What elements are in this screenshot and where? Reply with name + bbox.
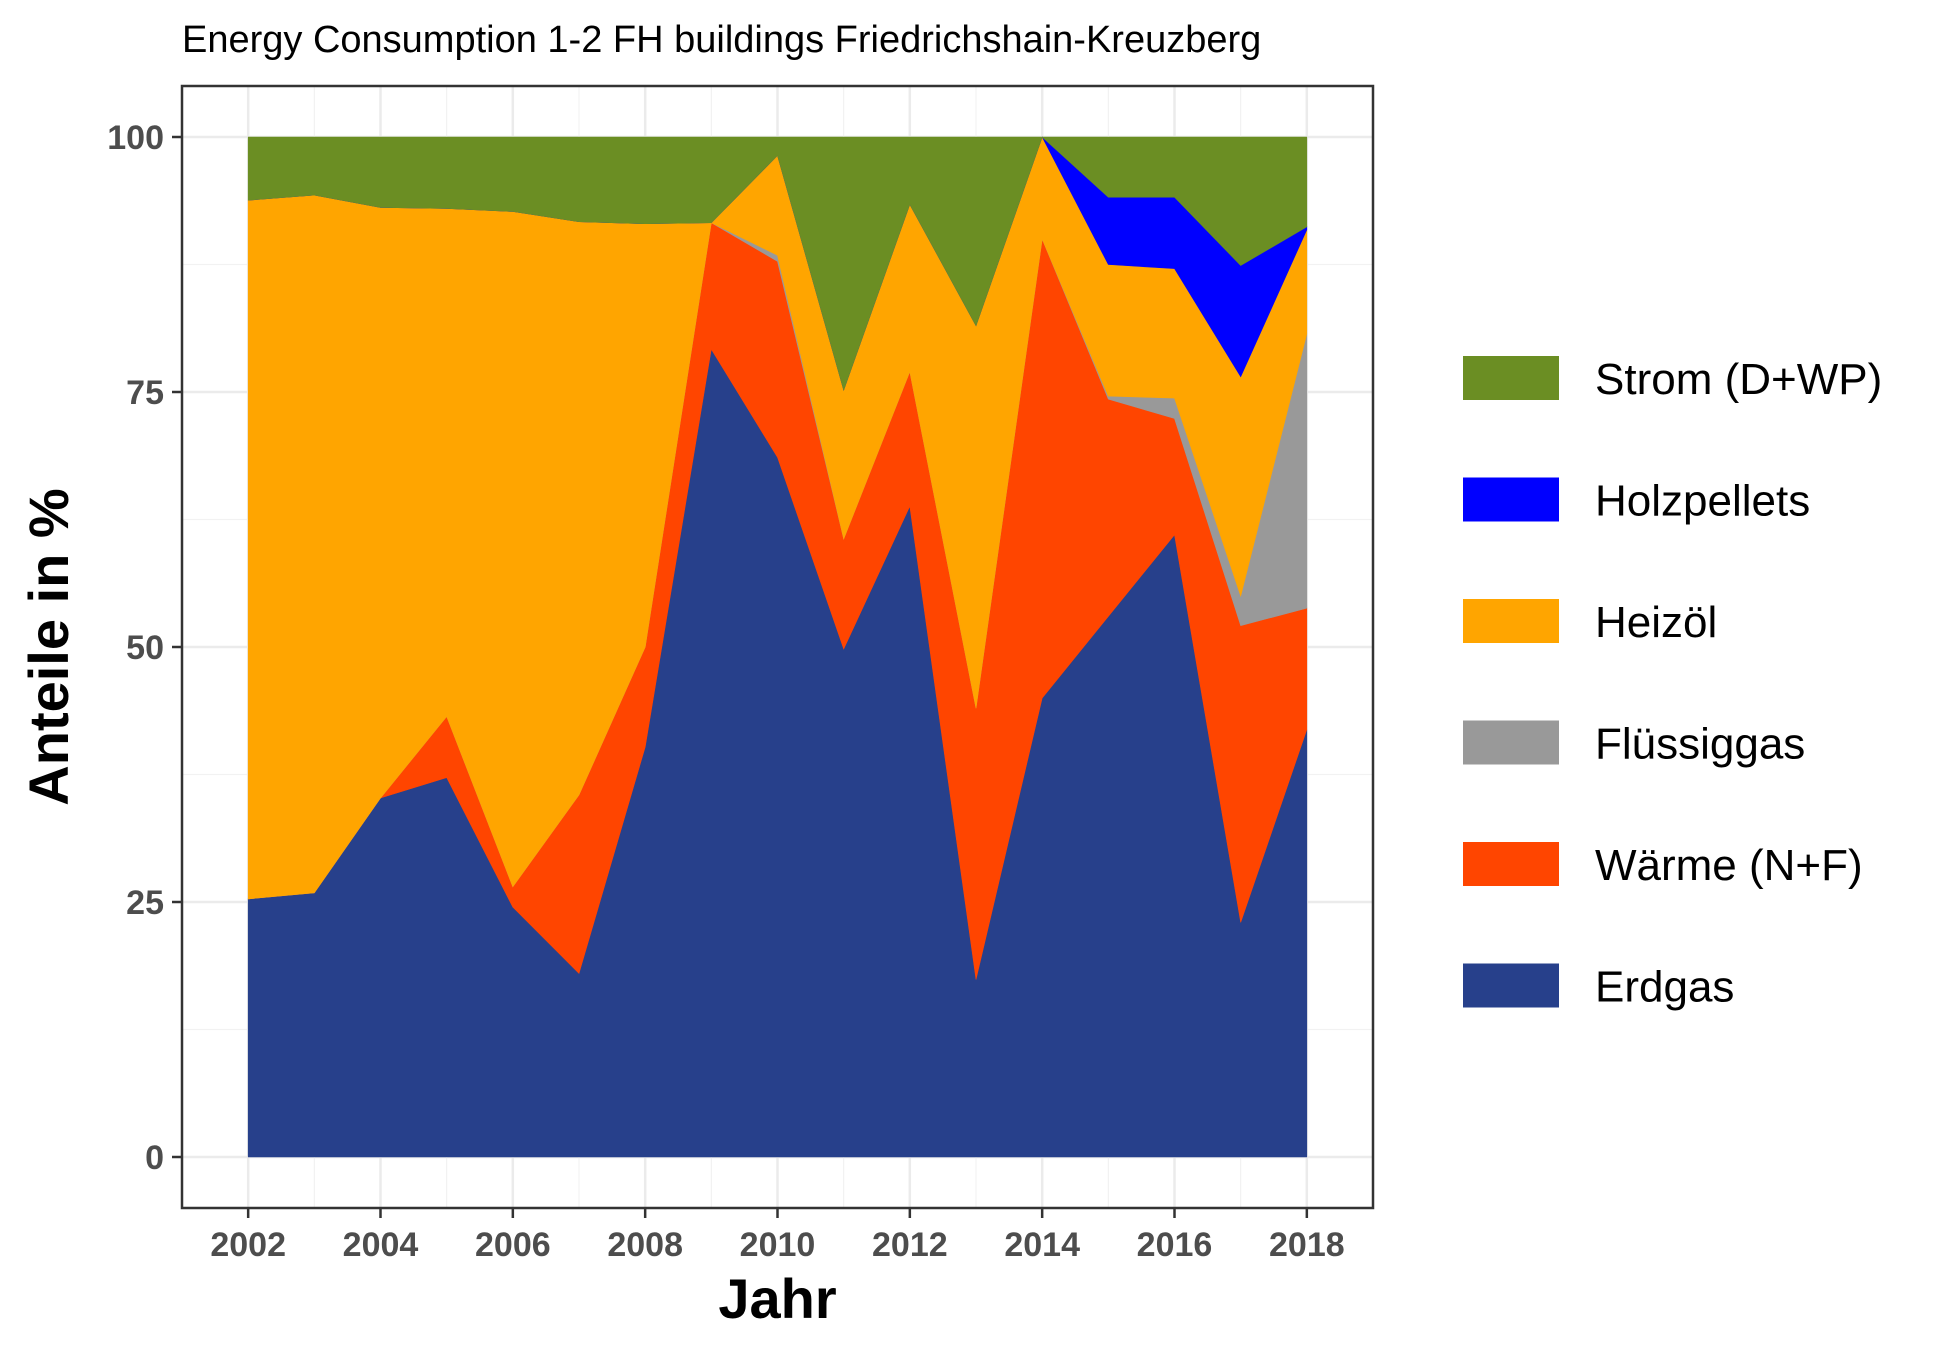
legend-label: Heizöl — [1595, 598, 1717, 647]
y-tick-label: 75 — [126, 374, 164, 412]
x-tick-label: 2004 — [343, 1226, 419, 1264]
y-axis-ticks: 0 25 50 75 100 — [107, 119, 182, 1177]
legend-swatch — [1463, 842, 1559, 886]
x-tick-label: 2012 — [872, 1226, 948, 1264]
y-tick-label: 100 — [107, 119, 164, 157]
legend-label: Strom (D+WP) — [1595, 355, 1882, 404]
legend-swatch — [1463, 599, 1559, 643]
legend: Strom (D+WP) Holzpellets Heizöl Flüssiggas W… — [1463, 355, 1882, 1012]
x-tick-label: 2018 — [1269, 1226, 1345, 1264]
y-tick-label: 50 — [126, 629, 164, 667]
x-tick-label: 2014 — [1004, 1226, 1080, 1264]
chart-title: Energy Consumption 1-2 FH buildings Frie… — [182, 19, 1261, 61]
legend-label: Flüssiggas — [1595, 720, 1805, 769]
x-tick-label: 2008 — [607, 1226, 683, 1264]
legend-swatch — [1463, 356, 1559, 400]
area-strom-d-wp- — [247, 136, 1308, 391]
y-tick-label: 0 — [145, 1139, 164, 1177]
legend-label: Erdgas — [1595, 963, 1734, 1012]
legend-swatch — [1463, 963, 1559, 1008]
x-tick-label: 2010 — [740, 1226, 816, 1264]
legend-label: Holzpellets — [1595, 477, 1810, 526]
y-tick-label: 25 — [126, 884, 164, 922]
legend-swatch — [1463, 477, 1559, 522]
y-axis-title: Anteile in % — [17, 488, 80, 805]
x-tick-label: 2002 — [210, 1226, 286, 1264]
x-axis-ticks: 2002 2004 2006 2008 2010 2012 2014 2016 2018 — [210, 1208, 1345, 1264]
legend-label: Wärme (N+F) — [1595, 841, 1863, 890]
x-axis-title: Jahr — [718, 1267, 836, 1330]
x-tick-label: 2006 — [475, 1226, 551, 1264]
stacked-areas — [247, 136, 1308, 1158]
legend-swatch — [1463, 720, 1559, 765]
x-tick-label: 2016 — [1137, 1226, 1213, 1264]
